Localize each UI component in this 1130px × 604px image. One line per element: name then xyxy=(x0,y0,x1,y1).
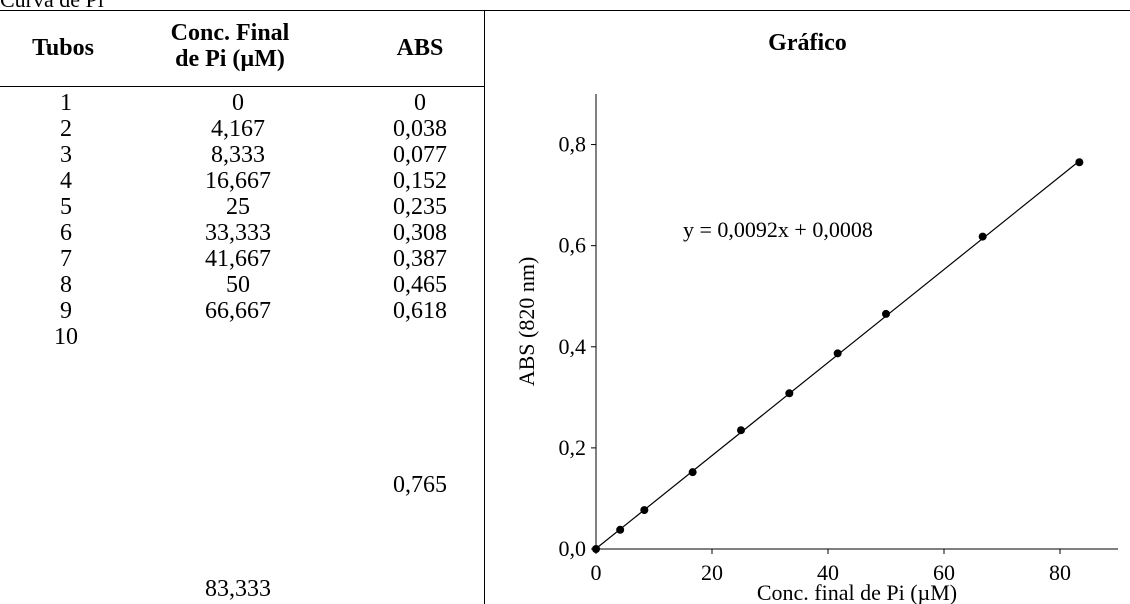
data-point xyxy=(592,545,600,553)
table-caption: Curva de Pi xyxy=(0,0,104,11)
cell-abs: 0,387 xyxy=(393,246,447,272)
cell-abs: 0,465 xyxy=(393,272,447,298)
data-point xyxy=(978,232,987,241)
column-divider xyxy=(484,10,485,604)
cell-tubo: 8 xyxy=(60,272,72,298)
data-point xyxy=(882,309,890,318)
cell-conc: 4,167 xyxy=(211,116,265,142)
cell-conc: 16,667 xyxy=(205,168,271,194)
x-tick-label: 20 xyxy=(701,560,723,585)
cell-tubo: 6 xyxy=(60,220,72,246)
header-tubos: Tubos xyxy=(32,35,94,61)
data-point xyxy=(640,506,649,515)
cell-abs: 0,765 xyxy=(393,472,447,498)
top-border xyxy=(0,10,1130,11)
chart-title: Gráfico xyxy=(768,30,847,56)
data-point xyxy=(785,389,794,398)
y-tick-label: 0,0 xyxy=(559,536,587,561)
cell-tubo: 4 xyxy=(60,168,72,194)
cell-abs: 0,308 xyxy=(393,220,447,246)
cell-conc: 25 xyxy=(226,194,250,220)
cell-tubo: 7 xyxy=(60,246,72,272)
y-tick-label: 0,2 xyxy=(559,435,587,460)
y-tick-label: 0,4 xyxy=(559,334,587,359)
cell-tubo: 1 xyxy=(60,90,72,116)
cell-abs: 0,077 xyxy=(393,142,447,168)
y-axis-label: ABS (820 nm) xyxy=(514,257,539,387)
cell-conc: 0 xyxy=(232,90,244,116)
cell-abs: 0 xyxy=(414,90,426,116)
cell-tubo: 2 xyxy=(60,116,72,142)
cell-tubo: 3 xyxy=(60,142,72,168)
data-point xyxy=(1075,158,1084,167)
cell-conc: 41,667 xyxy=(205,246,271,272)
header-conc-line1: Conc. Final xyxy=(170,20,290,46)
y-tick-label: 0,8 xyxy=(559,132,587,157)
cell-tubo: 10 xyxy=(54,324,78,350)
cell-conc: 66,667 xyxy=(205,298,271,324)
cell-conc: 83,333 xyxy=(205,576,271,602)
cell-abs: 0,152 xyxy=(393,168,447,194)
chart-labels: y = 0,0092x + 0,0008 Conc. final de Pi (µ… xyxy=(514,217,957,604)
cell-abs: 0,038 xyxy=(393,116,447,142)
cell-conc: 8,333 xyxy=(211,142,265,168)
x-tick-label: 0 xyxy=(591,560,602,585)
data-point xyxy=(833,349,842,358)
cell-tubo: 9 xyxy=(60,298,72,324)
chart-axes xyxy=(595,94,1118,550)
header-abs: ABS xyxy=(396,35,444,61)
header-conc: Conc. Final de Pi (µM) xyxy=(130,20,330,72)
cell-conc: 33,333 xyxy=(205,220,271,246)
x-tick-label: 60 xyxy=(933,560,955,585)
header-conc-line2: de Pi (µM) xyxy=(175,46,285,72)
x-axis-label: Conc. final de Pi (µM) xyxy=(757,580,957,604)
data-point xyxy=(688,468,697,477)
cell-tubo: 5 xyxy=(60,194,72,220)
trendline-equation: y = 0,0092x + 0,0008 xyxy=(683,217,873,242)
y-tick-label: 0,6 xyxy=(559,233,587,258)
data-point xyxy=(616,525,625,534)
header-bottom-border xyxy=(0,86,485,87)
cell-abs: 0,235 xyxy=(393,194,447,220)
cell-conc: 50 xyxy=(226,272,250,298)
x-tick-label: 40 xyxy=(817,560,839,585)
data-point xyxy=(737,426,745,435)
data-points xyxy=(592,158,1084,553)
chart-ticks: 0,0 0,2 0,4 0,6 0,8 0 20 40 60 80 xyxy=(559,132,1072,585)
x-tick-label: 80 xyxy=(1049,560,1071,585)
cell-abs: 0,618 xyxy=(393,298,447,324)
